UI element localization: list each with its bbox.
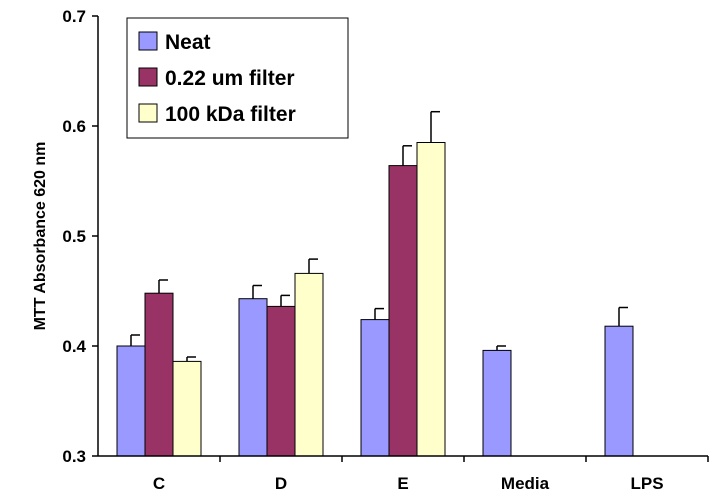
bar bbox=[116, 345, 146, 457]
legend-swatch bbox=[138, 67, 158, 87]
legend: Neat 0.22 um filter 100 kDa filter bbox=[126, 17, 349, 139]
y-tick-label: 0.3 bbox=[62, 447, 86, 466]
bar bbox=[416, 142, 446, 457]
y-tick-label: 0.5 bbox=[62, 227, 86, 246]
y-tick-label: 0.4 bbox=[62, 337, 86, 356]
ticks-layer: 0.3 0.4 0.5 0.6 0.7 C D E Media LPS bbox=[62, 7, 709, 493]
bar bbox=[388, 165, 418, 457]
x-tick-label: C bbox=[153, 474, 165, 493]
y-tick-label: 0.7 bbox=[62, 7, 86, 26]
bar bbox=[604, 325, 634, 457]
x-tick-label: D bbox=[275, 474, 287, 493]
legend-box bbox=[126, 17, 349, 139]
y-axis-title: MTT Absorbance 620 nm bbox=[32, 142, 49, 331]
bar bbox=[360, 319, 390, 457]
legend-label: 0.22 um filter bbox=[165, 67, 295, 90]
bar bbox=[144, 292, 174, 457]
bar bbox=[238, 298, 268, 457]
bar bbox=[482, 349, 512, 457]
bars-layer bbox=[116, 110, 634, 457]
bar bbox=[294, 272, 324, 457]
legend-swatch bbox=[138, 103, 158, 123]
x-tick-label: E bbox=[397, 474, 408, 493]
y-tick-label: 0.6 bbox=[62, 117, 86, 136]
legend-label: 100 kDa filter bbox=[165, 103, 296, 126]
legend-label: Neat bbox=[165, 31, 211, 54]
bar bbox=[172, 360, 202, 457]
x-tick-label: LPS bbox=[630, 474, 663, 493]
x-tick-label: Media bbox=[501, 474, 550, 493]
bar bbox=[266, 305, 296, 457]
legend-swatch bbox=[138, 31, 158, 51]
